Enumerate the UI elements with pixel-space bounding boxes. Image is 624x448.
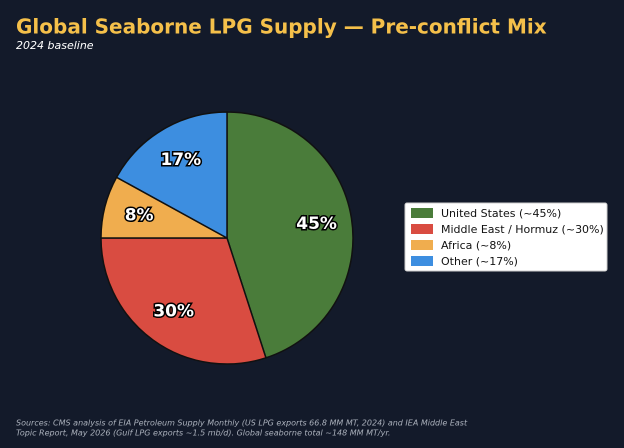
pie-slice <box>115 111 228 240</box>
legend-label: United States (~45%) <box>441 207 561 220</box>
legend-swatch <box>411 240 433 250</box>
chart-subtitle: 2024 baseline <box>16 39 94 52</box>
legend-swatch <box>411 224 433 234</box>
data-label: 8% <box>125 205 154 225</box>
data-label: 45% <box>296 214 337 234</box>
legend-label: Middle East / Hormuz (~30%) <box>441 223 604 236</box>
chart-title: Global Seaborne LPG Supply — Pre-conflic… <box>16 15 547 39</box>
legend <box>404 202 608 272</box>
legend-swatch <box>411 208 433 218</box>
data-label: 17% <box>160 150 201 170</box>
pie-slice <box>226 111 354 359</box>
legend-swatch <box>411 256 433 266</box>
legend-label: Africa (~8%) <box>441 239 511 252</box>
pie-slice <box>100 237 267 365</box>
legend-label: Other (~17%) <box>441 255 518 268</box>
source-note: Sources: CMS analysis of EIA Petroleum S… <box>16 419 468 428</box>
data-label: 30% <box>153 301 194 321</box>
source-note: Topic Report, May 2026 (Gulf LPG exports… <box>16 429 390 438</box>
